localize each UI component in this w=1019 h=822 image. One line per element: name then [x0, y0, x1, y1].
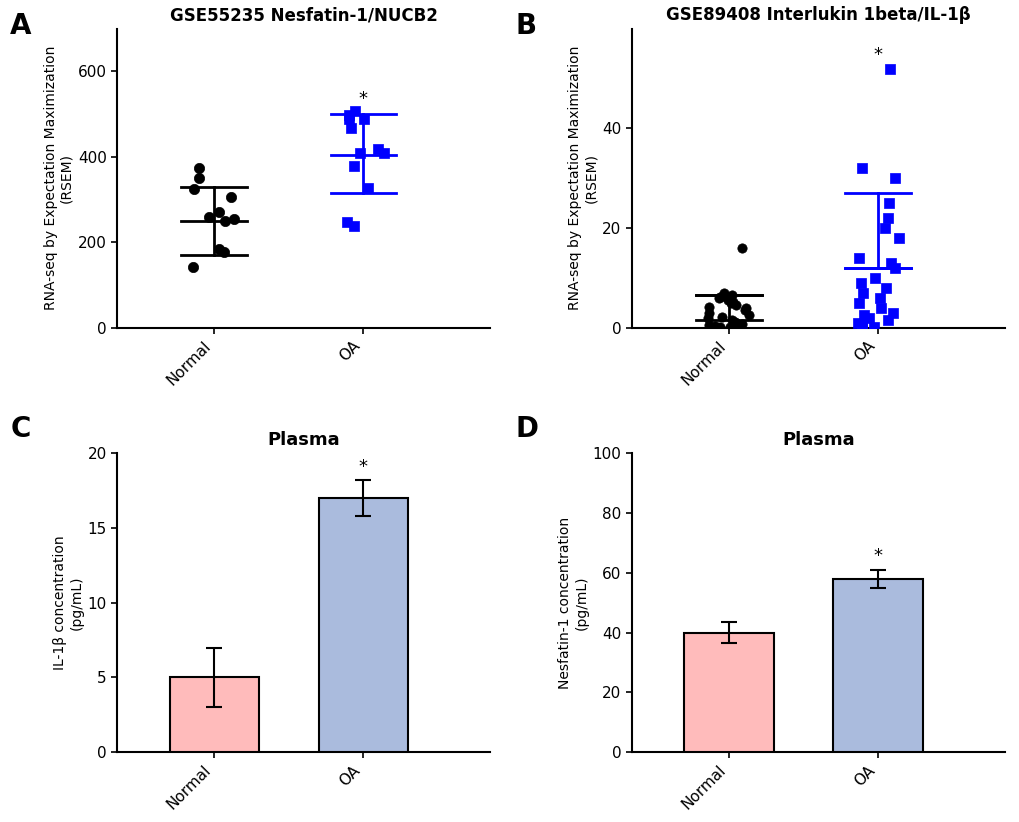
Point: [191, 172, 207, 185]
Point: [871, 291, 888, 304]
Y-axis label: Nesfatin-1 concentration
(pg/mL): Nesfatin-1 concentration (pg/mL): [557, 516, 588, 689]
Point: [849, 316, 865, 330]
Point: [346, 104, 363, 118]
Point: [740, 308, 756, 321]
Point: [216, 215, 232, 228]
Point: [710, 321, 727, 334]
Point: [356, 113, 372, 126]
Point: [706, 320, 722, 333]
Point: [722, 296, 739, 309]
Point: [853, 320, 869, 333]
Point: [723, 314, 740, 327]
Point: [340, 109, 357, 122]
Point: [887, 261, 903, 275]
Bar: [684, 633, 772, 752]
Point: [865, 321, 881, 334]
Point: [879, 196, 896, 210]
Point: [711, 290, 728, 303]
Title: Plasma: Plasma: [782, 431, 854, 449]
Point: [883, 306, 900, 319]
Point: [226, 212, 243, 225]
Point: [727, 316, 743, 330]
Point: [700, 300, 716, 313]
Point: [882, 256, 899, 270]
Point: [713, 310, 730, 323]
Point: [881, 62, 898, 75]
Point: [222, 191, 238, 204]
Point: [878, 211, 895, 224]
Text: D: D: [515, 415, 538, 443]
Point: [701, 319, 717, 332]
Text: B: B: [515, 12, 536, 40]
Text: *: *: [359, 458, 368, 476]
Point: [860, 312, 876, 325]
Point: [733, 242, 749, 255]
Point: [887, 172, 903, 185]
Text: *: *: [872, 547, 881, 566]
Point: [215, 245, 231, 258]
Point: [876, 221, 893, 234]
Text: C: C: [10, 415, 31, 443]
Point: [376, 147, 392, 160]
Bar: [833, 579, 922, 752]
Point: [345, 219, 362, 233]
Point: [853, 162, 869, 175]
Point: [352, 147, 368, 160]
Point: [201, 210, 217, 224]
Point: [184, 261, 201, 274]
Point: [878, 314, 895, 327]
Text: *: *: [359, 90, 368, 108]
Point: [345, 159, 362, 173]
Point: [725, 295, 741, 308]
Text: *: *: [872, 46, 881, 63]
Point: [727, 298, 743, 312]
Point: [850, 252, 866, 265]
Point: [210, 242, 226, 256]
Point: [342, 122, 359, 135]
Point: [737, 301, 753, 314]
Y-axis label: RNA-seq by Expectation Maximization
(RSEM): RNA-seq by Expectation Maximization (RSE…: [44, 46, 73, 311]
Point: [722, 289, 739, 302]
Y-axis label: IL-1β concentration
(pg/mL): IL-1β concentration (pg/mL): [53, 535, 84, 670]
Point: [853, 319, 869, 332]
Y-axis label: RNA-seq by Expectation Maximization
(RSEM): RNA-seq by Expectation Maximization (RSE…: [568, 46, 597, 311]
Point: [890, 232, 906, 245]
Point: [721, 320, 738, 333]
Title: GSE55235 Nesfatin-1/NUCB2: GSE55235 Nesfatin-1/NUCB2: [169, 7, 437, 25]
Point: [210, 206, 226, 219]
Point: [876, 281, 893, 294]
Title: GSE89408 Interlukin 1beta/IL-1β: GSE89408 Interlukin 1beta/IL-1β: [665, 7, 970, 25]
Point: [370, 142, 386, 155]
Point: [710, 291, 727, 304]
Point: [854, 286, 870, 299]
Point: [852, 276, 868, 289]
Point: [360, 181, 376, 194]
Point: [340, 113, 357, 126]
Point: [719, 293, 736, 307]
Point: [727, 315, 743, 328]
Point: [699, 312, 715, 325]
Point: [850, 296, 866, 309]
Point: [856, 308, 872, 321]
Point: [338, 215, 355, 229]
Bar: [318, 498, 408, 752]
Point: [866, 271, 882, 284]
Title: Plasma: Plasma: [267, 431, 339, 449]
Text: A: A: [10, 12, 32, 40]
Point: [736, 303, 752, 316]
Point: [733, 317, 749, 330]
Point: [186, 182, 203, 196]
Point: [191, 161, 207, 174]
Point: [700, 306, 716, 319]
Point: [715, 286, 732, 299]
Bar: [169, 677, 259, 752]
Point: [872, 301, 889, 314]
